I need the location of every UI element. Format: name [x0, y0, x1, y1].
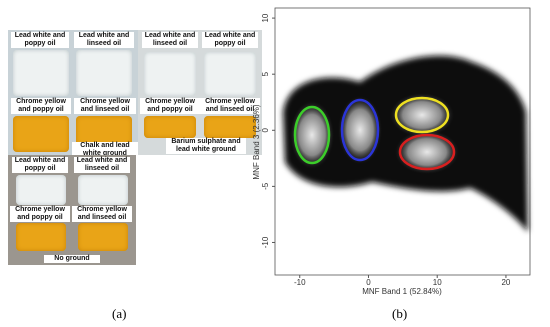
- x-tick-label: 10: [433, 278, 442, 287]
- swatch: [204, 116, 256, 138]
- swatch: [13, 116, 69, 152]
- sample-label: Chrome yellow and linseed oil: [74, 98, 136, 114]
- swatch: [13, 50, 69, 96]
- swatch: [78, 175, 128, 205]
- swatch: [144, 52, 196, 96]
- roi-ellipse: [293, 105, 331, 165]
- cluster: [290, 101, 334, 169]
- swatch: [204, 52, 256, 96]
- y-tick-label: 5: [261, 71, 270, 76]
- cluster: [338, 96, 382, 164]
- swatch: [78, 223, 128, 251]
- sample-label: Lead white and linseed oil: [142, 32, 198, 48]
- cluster: [395, 130, 459, 174]
- x-tick-label: 0: [366, 278, 371, 287]
- y-tick-label: -5: [261, 182, 270, 190]
- y-tick-label: 10: [261, 13, 270, 22]
- cluster: [390, 93, 454, 137]
- y-axis-label: MNF Band 3 (2.36%): [252, 104, 261, 179]
- y-tick-label: 0: [261, 128, 270, 133]
- sample-label: Lead white and poppy oil: [202, 32, 258, 48]
- swatch: [16, 223, 66, 251]
- ground-label: Barium sulphate and lead white ground: [166, 138, 246, 154]
- caption: (a): [112, 306, 127, 321]
- sample-label: Chrome yellow and poppy oil: [11, 98, 71, 114]
- roi-ellipse: [340, 98, 380, 162]
- sample-label: Lead white and linseed oil: [74, 157, 130, 173]
- caption: (b): [392, 306, 408, 321]
- roi-ellipse: [398, 133, 456, 171]
- sample-label: Chrome yellow and linseed oil: [200, 98, 260, 114]
- swatch: [76, 50, 132, 96]
- sample-label: Chrome yellow and linseed oil: [72, 206, 132, 222]
- sample-label: Chrome yellow and poppy oil: [10, 206, 70, 222]
- x-tick-label: -10: [294, 278, 306, 287]
- sample-label: Lead white and poppy oil: [12, 157, 68, 173]
- y-tick-label: -10: [261, 236, 270, 248]
- ground-label: No ground: [44, 255, 100, 263]
- swatch: [76, 116, 132, 146]
- sample-card: Lead white and poppy oil Lead white and …: [8, 30, 140, 158]
- sample-label: Chrome yellow and poppy oil: [140, 98, 200, 114]
- sample-card: Lead white and poppy oil Lead white and …: [8, 155, 136, 265]
- sample-card: Lead white and linseed oil Lead white an…: [138, 30, 262, 155]
- x-tick-label: 20: [501, 278, 510, 287]
- roi-ellipse: [394, 96, 450, 134]
- x-axis-label: MNF Band 1 (52.84%): [362, 287, 442, 296]
- sample-label: Lead white and linseed oil: [74, 32, 134, 48]
- swatch: [16, 175, 66, 205]
- sample-label: Lead white and poppy oil: [11, 32, 69, 48]
- swatch: [144, 116, 196, 138]
- ground-label: Chalk and lead white ground: [72, 142, 138, 158]
